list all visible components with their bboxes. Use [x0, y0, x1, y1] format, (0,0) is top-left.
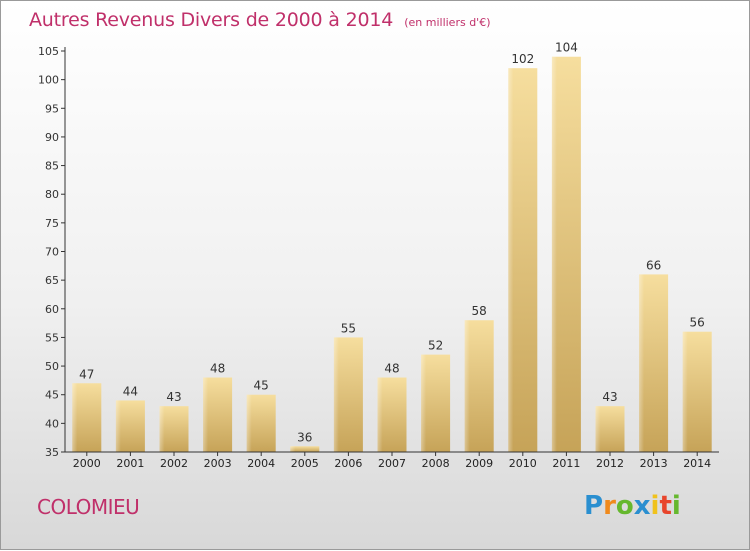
y-tick-label: 85: [45, 160, 59, 173]
data-label: 45: [254, 379, 269, 393]
x-tick-label: 2009: [465, 457, 493, 470]
logo-letter: o: [615, 491, 634, 521]
x-tick-label: 2014: [683, 457, 711, 470]
y-tick-label: 105: [38, 45, 59, 58]
bar-highlight: [421, 354, 427, 452]
title-unit: (en milliers d'€): [404, 16, 491, 29]
commune-name: COLOMIEU: [37, 495, 140, 519]
y-tick-label: 55: [45, 331, 59, 344]
x-tick-label: 2010: [509, 457, 537, 470]
x-tick-label: 2008: [422, 457, 450, 470]
bar-highlight: [639, 274, 645, 452]
chart-title: Autres Revenus Divers de 2000 à 2014 (en…: [29, 9, 491, 31]
data-label: 43: [602, 390, 617, 404]
x-tick-label: 2002: [160, 457, 188, 470]
proxiti-logo: Proxiti: [584, 491, 681, 521]
data-label: 36: [297, 430, 312, 444]
y-tick-label: 95: [45, 102, 59, 115]
logo-letter: r: [603, 491, 616, 521]
bar-highlight: [203, 377, 209, 452]
bar-highlight: [682, 331, 688, 452]
y-tick-label: 45: [45, 389, 59, 402]
x-tick-label: 2004: [247, 457, 275, 470]
bar-highlight: [72, 383, 78, 452]
y-axis: 35 40 45 50 55 60 65 70 75 80 85 90 95 100 105: [38, 45, 66, 459]
x-tick-label: 2003: [204, 457, 232, 470]
bar-highlight: [508, 68, 514, 452]
logo-letter: t: [659, 491, 672, 521]
data-label: 47: [79, 367, 94, 381]
x-tick-label: 2006: [334, 457, 362, 470]
data-label: 66: [646, 258, 661, 272]
bar-highlight: [595, 406, 601, 452]
logo-letter: P: [584, 491, 604, 521]
y-tick-label: 75: [45, 217, 59, 230]
data-label: 48: [384, 362, 399, 376]
x-tick-label: 2011: [552, 457, 580, 470]
data-label: 58: [472, 304, 487, 318]
data-label: 102: [511, 52, 534, 66]
y-tick-label: 60: [45, 303, 59, 316]
bar-highlight: [115, 400, 121, 452]
bar-highlight: [377, 377, 383, 452]
logo-letter: x: [633, 491, 651, 521]
y-tick-label: 40: [45, 417, 59, 430]
y-tick-label: 65: [45, 274, 59, 287]
y-tick-label: 50: [45, 360, 59, 373]
x-tick-label: 2000: [73, 457, 101, 470]
y-tick-label: 90: [45, 131, 59, 144]
bars: [72, 56, 712, 452]
data-labels: 47 44 43 48 45 36 55 48 52 58 102 104 43 66 56: [79, 41, 705, 445]
y-tick-label: 100: [38, 74, 59, 87]
x-tick-label: 2012: [596, 457, 624, 470]
data-label: 43: [166, 390, 181, 404]
y-tick-label: 80: [45, 188, 59, 201]
bar-highlight: [333, 337, 339, 452]
title-main: Autres Revenus Divers de 2000 à 2014: [29, 9, 394, 31]
data-label: 56: [690, 316, 705, 330]
data-label: 104: [555, 41, 578, 55]
bar-highlight: [246, 394, 252, 452]
x-tick-label: 2005: [291, 457, 319, 470]
y-tick-label: 35: [45, 446, 59, 459]
x-tick-label: 2013: [640, 457, 668, 470]
bar-highlight: [464, 320, 470, 452]
x-tick-label: 2007: [378, 457, 406, 470]
data-label: 48: [210, 362, 225, 376]
x-axis: 2000 2001 2002 2003 2004 2005 2006 2007 2008 2009…: [65, 451, 719, 470]
logo-letter: i: [650, 491, 660, 521]
data-label: 44: [123, 384, 138, 398]
bar-highlight: [290, 446, 296, 452]
logo-letter: i: [671, 491, 681, 521]
data-label: 55: [341, 321, 356, 335]
y-tick-label: 70: [45, 246, 59, 259]
x-tick-label: 2001: [116, 457, 144, 470]
bar: [290, 446, 320, 452]
bar-highlight: [159, 406, 165, 452]
bar-highlight: [551, 56, 557, 452]
data-label: 52: [428, 339, 443, 353]
